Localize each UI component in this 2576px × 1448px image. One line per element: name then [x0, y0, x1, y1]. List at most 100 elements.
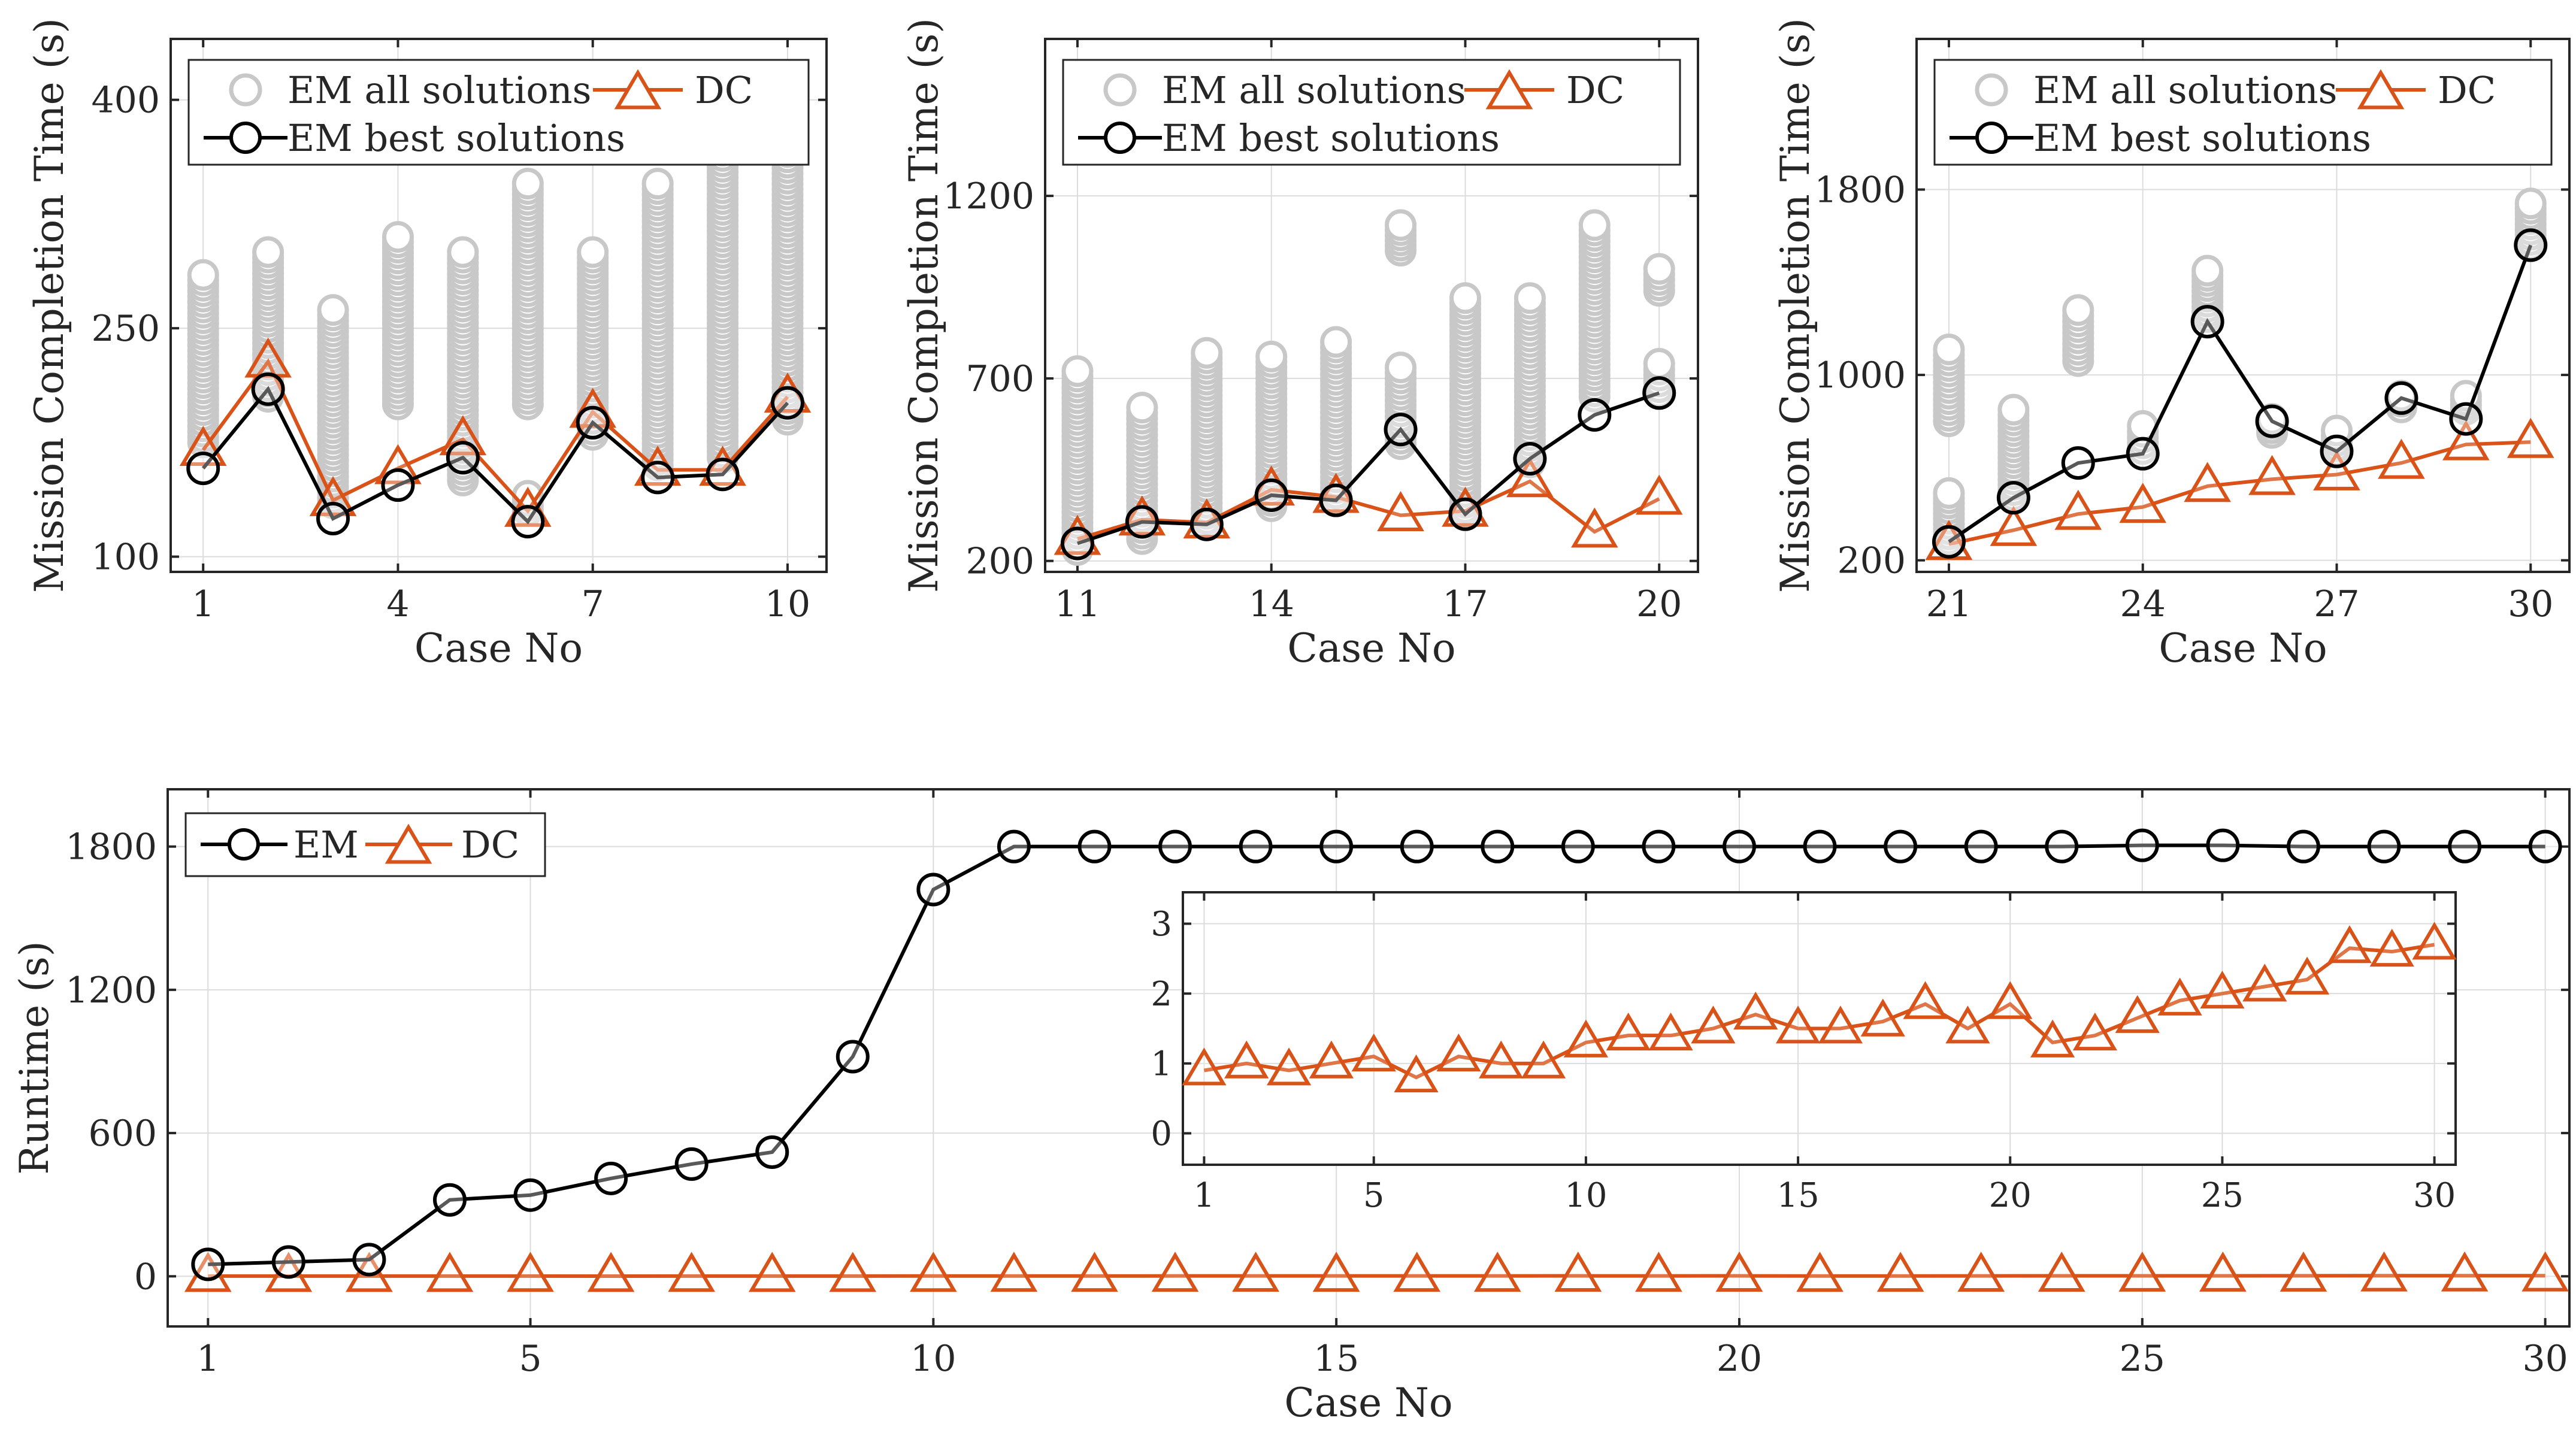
p1-em-point — [446, 441, 480, 475]
p2-em-point — [1125, 505, 1159, 539]
p3-y-tick-label: 1000 — [1814, 355, 1906, 396]
p3-legend-em-best-marker — [1975, 122, 2008, 154]
p4-y-tick-label: 1800 — [65, 826, 157, 868]
p4-inset-dc-point — [1606, 1012, 1651, 1051]
p3-legend-em-all-marker — [1975, 73, 2008, 107]
p4-em-point — [2367, 829, 2401, 864]
p4-em-point — [271, 1245, 305, 1279]
p4-dc-point — [2441, 1251, 2489, 1292]
p2-x-tick-label: 17 — [1442, 583, 1488, 625]
p4-dc-point — [2280, 1251, 2327, 1292]
p2-dc-point — [1312, 472, 1360, 513]
p4-dc-point — [1796, 1252, 1844, 1292]
p2-legend-em-best-marker — [1104, 122, 1136, 154]
p4-em-point — [1319, 829, 1354, 864]
p4-x-tick-label: 30 — [2522, 1338, 2568, 1380]
p4-dc-point — [2118, 1251, 2166, 1292]
p4-inset-dc-point — [2115, 995, 2160, 1033]
p4-inset-dc-point — [2157, 977, 2202, 1016]
p4-em-point — [2206, 828, 2240, 862]
p4-inset-dc-point — [1945, 1005, 1990, 1044]
p4-inset-x-tick-label: 15 — [1776, 1176, 1819, 1215]
p4-em-point — [2286, 829, 2320, 864]
p3-em-point — [1932, 525, 1966, 559]
p2-em-all-marker — [1320, 326, 1352, 358]
p4-inset-dc-point — [2242, 964, 2287, 1002]
p2-tri-line — [1077, 479, 1660, 541]
p2-em-all-marker — [1643, 253, 1675, 285]
p4-series-em — [191, 828, 2562, 1282]
p4-inset-dc-point — [1860, 998, 1905, 1037]
p3-x-tick-label: 27 — [2314, 583, 2359, 625]
p1-em-point — [316, 502, 350, 535]
p4-inset-plot-border — [1182, 891, 2457, 1166]
p4-dc-point — [990, 1252, 1038, 1292]
p4-legend-dc-label: DC — [461, 823, 519, 867]
p2-legend: EM all solutions DC EM best solutions — [1062, 59, 1681, 166]
p1-legend-dc-label: DC — [695, 68, 753, 112]
p1-em-point — [576, 405, 610, 440]
p4-inset-dc-point — [2412, 922, 2457, 960]
p4-dc-point — [1393, 1252, 1441, 1292]
p4-em-point — [1077, 829, 1112, 864]
p2-em-point — [1448, 497, 1482, 531]
p1-em-point — [511, 505, 545, 539]
p4-inset-dc-point — [1775, 1005, 1821, 1044]
p1-legend-em-all-marker — [229, 73, 262, 107]
p4-em-point — [2448, 829, 2482, 864]
p4-inset-dc-point — [1309, 1040, 1354, 1079]
p4-em-point — [513, 1178, 547, 1212]
p3-em-all-marker — [1933, 477, 1965, 509]
p4-dc-point — [2038, 1252, 2085, 1292]
p4-inset-dc-point — [2072, 1012, 2118, 1051]
p4-inset-dc-point — [1266, 1047, 1312, 1086]
p4-dc-point — [426, 1252, 474, 1292]
p4-inset-dc-point — [1394, 1054, 1439, 1093]
p4-inset-dc-point — [1182, 1047, 1227, 1086]
p4-dc-point — [1232, 1252, 1279, 1292]
p2-em-all-marker — [1191, 337, 1223, 369]
p3-dc-point — [2442, 420, 2490, 461]
p4-legend-em-marker — [228, 828, 260, 861]
p1-legend-em-all-label: EM all solutions — [287, 68, 592, 112]
p4-dc-point — [587, 1252, 635, 1292]
p4-dc-point — [1957, 1252, 2005, 1292]
p4-inset-x-tick-label: 30 — [2413, 1176, 2456, 1215]
p4-dc-point — [1876, 1252, 1924, 1292]
p3-em-point — [2449, 402, 2483, 436]
p2-em-all-marker — [1255, 340, 1288, 372]
p2-x-axis-label: Case No — [1287, 625, 1455, 671]
p2-em-point — [1384, 413, 1418, 447]
p4-em-point — [1884, 829, 1918, 864]
p4-legend: EM DC — [184, 812, 546, 877]
p4-em-point — [1481, 829, 1515, 864]
p3-y-axis-label: Mission Completion Time (s) — [1772, 18, 1818, 593]
p4-plot-border — [167, 788, 2571, 1328]
p4-em-point — [2125, 828, 2159, 862]
p3-em-all-marker — [1933, 334, 1965, 366]
p4-inset-dc-point — [1224, 1040, 1269, 1079]
p4-dc-point — [1473, 1252, 1521, 1292]
p2-x-tick-label: 11 — [1055, 583, 1100, 625]
p2-em-all-marker — [1643, 348, 1675, 380]
p3-tri-line — [1948, 440, 2531, 546]
p3-em-point — [1996, 481, 2030, 515]
p1-em-all-marker — [382, 221, 414, 253]
p4-inset-tri-line — [1203, 943, 2435, 1080]
p4-inset-x-tick-label: 20 — [1989, 1176, 2032, 1215]
p4-inset-dc-point — [2369, 928, 2414, 967]
p1-em-point — [251, 372, 285, 406]
p4-em-point — [2045, 829, 2079, 864]
p3-legend-dc-label: DC — [2438, 68, 2496, 112]
p2-y-axis-label: Mission Completion Time (s) — [901, 18, 947, 593]
p2-em-point — [1513, 442, 1547, 476]
p3-legend-box — [1933, 59, 2553, 166]
p2-dc-point — [1377, 490, 1424, 531]
p1-em-point — [641, 461, 675, 495]
p3-legend-em-best-label: EM best solutions — [2033, 116, 2371, 160]
p1-y-axis-label: Mission Completion Time (s) — [26, 18, 72, 593]
p2-legend-em-all-label: EM all solutions — [1162, 68, 1466, 112]
p4-em-point — [2528, 829, 2562, 864]
p4-inset-x-tick-label: 1 — [1194, 1176, 1215, 1215]
